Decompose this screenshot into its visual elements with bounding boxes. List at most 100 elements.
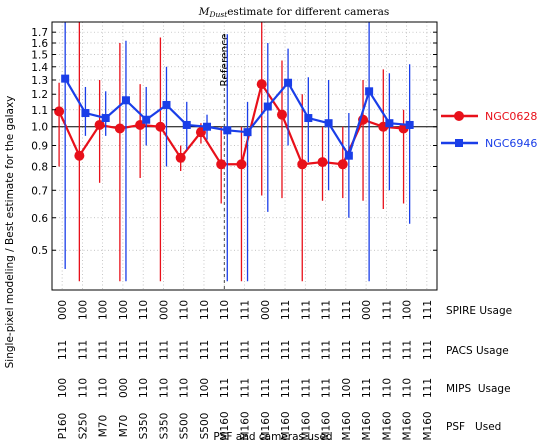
x-table-cell: 111: [280, 378, 292, 398]
x-table-cell: 100: [402, 300, 414, 320]
x-table-cell: 111: [240, 378, 252, 398]
data-point: [94, 119, 105, 130]
x-table-cell: 110: [219, 300, 231, 320]
y-tick-label: 1.3: [31, 75, 48, 87]
x-table-cell: 111: [77, 340, 89, 360]
y-tick-label: 0.8: [31, 161, 48, 173]
x-table-cell: 111: [402, 340, 414, 360]
x-table-cell: 110: [199, 300, 211, 320]
data-point: [344, 151, 353, 160]
x-table-cell: S350: [138, 413, 150, 440]
x-table-cell: 000: [57, 300, 69, 320]
title-main: M: [198, 6, 210, 18]
data-point: [405, 120, 414, 129]
data-point: [297, 159, 308, 170]
y-axis-label: Single-pixel modeling / Best estimate fo…: [4, 96, 16, 369]
x-table-cell: M160: [280, 411, 292, 440]
data-point: [155, 121, 166, 132]
x-table-cell: P160: [57, 413, 69, 439]
y-tick-label: 1.1: [31, 105, 48, 117]
x-table-cell: 111: [219, 340, 231, 360]
x-table-cell: 110: [98, 378, 110, 398]
data-point: [365, 87, 374, 96]
data-point: [216, 159, 227, 170]
y-tick-label: 0.6: [31, 213, 48, 225]
data-point: [101, 114, 110, 123]
row-label: PSF Used: [446, 421, 501, 433]
x-table-cell: 111: [321, 300, 333, 320]
x-table-cell: S500: [199, 413, 211, 440]
data-point: [256, 79, 267, 90]
x-table-cell: 111: [98, 340, 110, 360]
x-table-cell: 110: [158, 378, 170, 398]
x-table-cell: 111: [300, 300, 312, 320]
x-table-cell: M160: [422, 411, 434, 440]
x-table-cell: 000: [118, 378, 130, 398]
series-NGC0628: [54, 22, 409, 282]
x-table-cell: 111: [240, 340, 252, 360]
x-table-cell: 111: [422, 300, 434, 320]
data-point: [74, 150, 85, 161]
x-table-cell: 111: [361, 340, 373, 360]
data-point: [317, 157, 328, 168]
y-tick-label: 0.9: [31, 141, 48, 153]
legend-label: NGC6946: [485, 137, 537, 150]
row-label: MIPS Usage: [446, 383, 511, 395]
y-axis: 0.5 0.6 0.7 0.8 0.9 1.0 1.1 1.2 1.31.41.51.61.7: [31, 27, 437, 257]
x-table-cell: 000: [158, 300, 170, 320]
x-table-cell: M160: [402, 411, 414, 440]
data-point: [61, 74, 70, 83]
legend: NGC0628 NGC6946: [441, 110, 537, 150]
series-line: [64, 78, 410, 159]
x-table-cell: 111: [280, 300, 292, 320]
x-table-cell: M160: [240, 411, 252, 440]
x-table-cell: M160: [300, 411, 312, 440]
x-axis-label: PSF and cameras used: [213, 431, 332, 443]
data-point: [243, 128, 252, 137]
y-tick-label: 1.5: [31, 49, 48, 61]
x-table-cell: 110: [179, 300, 191, 320]
x-table-cell: 111: [57, 340, 69, 360]
x-table-cell: 000: [361, 300, 373, 320]
x-table-cell: 110: [138, 300, 150, 320]
x-table-cell: 111: [118, 340, 130, 360]
chart-title: MDustestimate for different cameras: [198, 6, 390, 19]
data-point: [276, 109, 287, 120]
y-tick-label: 1.6: [31, 38, 48, 50]
x-table-cell: S500: [179, 413, 191, 440]
x-table-cell: 000: [260, 300, 272, 320]
x-table-cell: M160: [381, 411, 393, 440]
x-table-cell: M160: [341, 411, 353, 440]
x-table-cell: 111: [381, 340, 393, 360]
data-point: [114, 123, 125, 134]
x-table-cell: 111: [300, 378, 312, 398]
row-label: SPIRE Usage: [446, 305, 512, 317]
data-point: [236, 159, 247, 170]
legend-marker: [455, 139, 463, 147]
x-table-cell: 111: [260, 340, 272, 360]
data-point: [203, 122, 212, 131]
x-table-cell: 100: [57, 378, 69, 398]
x-table-cell: M160: [361, 411, 373, 440]
series-layer: [54, 22, 414, 282]
x-table-cell: 111: [219, 378, 231, 398]
x-table-cell: 100: [199, 378, 211, 398]
x-axis-table: 000 100 100 100 110 000 110 110 110 111 000 111 111 1…: [57, 300, 512, 441]
x-table-cell: M160: [321, 411, 333, 440]
data-point: [162, 100, 171, 109]
data-point: [121, 96, 130, 105]
x-table-cell: S250: [77, 413, 89, 440]
data-point: [175, 152, 186, 163]
series-NGC6946: [61, 22, 414, 282]
x-table-cell: 111: [240, 300, 252, 320]
x-table-cell: S350: [158, 413, 170, 440]
y-tick-label: 0.5: [31, 245, 48, 257]
title-subscript: Dust: [209, 10, 229, 19]
x-table-cell: M70: [118, 415, 130, 437]
data-point: [182, 120, 191, 129]
x-table-cell: 111: [422, 378, 434, 398]
x-table-cell: 111: [138, 340, 150, 360]
x-table-cell: 111: [341, 300, 353, 320]
x-table-cell: 100: [118, 300, 130, 320]
